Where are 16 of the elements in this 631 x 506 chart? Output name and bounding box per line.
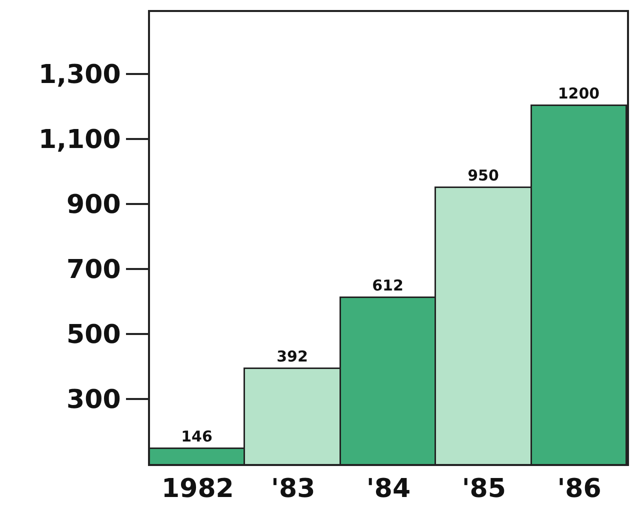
x-tick-label: '86: [557, 474, 602, 504]
y-tick-label: 700: [66, 254, 121, 285]
data-label: 392: [276, 347, 308, 366]
x-tick-label: 1982: [162, 474, 234, 504]
data-label: 1200: [558, 84, 600, 102]
y-tick-label: 500: [66, 320, 121, 350]
y-tick-label: 1,100: [38, 124, 121, 155]
x-tick-label: '84: [366, 474, 411, 504]
data-label: 146: [181, 427, 212, 446]
x-tick-label: '85: [462, 474, 506, 504]
data-label: 950: [468, 166, 499, 184]
y-tick-label: 900: [66, 190, 121, 220]
y-tick-label: 1,300: [38, 60, 121, 90]
y-tick-label: 300: [66, 385, 121, 416]
x-tick-label: '83: [271, 474, 316, 504]
data-label: 612: [372, 276, 404, 294]
